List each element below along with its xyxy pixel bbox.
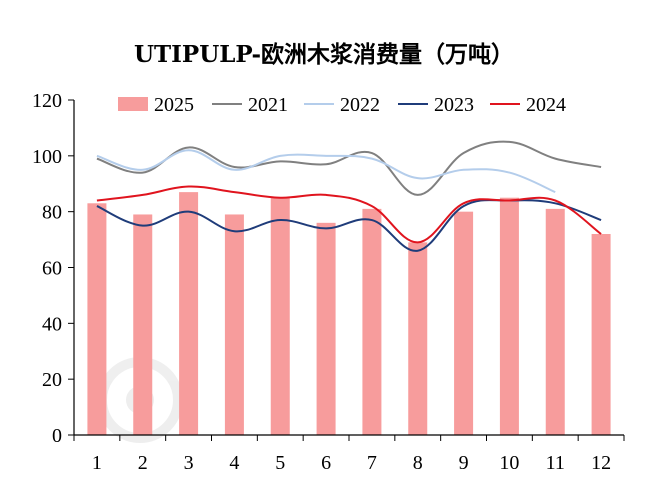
x-tick-label: 6	[321, 452, 331, 474]
x-tick-label: 9	[459, 452, 469, 474]
bar-2025-1	[87, 203, 107, 435]
bar-2025-4	[224, 214, 244, 435]
line-series-2024	[96, 185, 602, 244]
bar-2025-11	[545, 208, 565, 435]
bar-2025-8	[408, 242, 428, 435]
line-series-group	[96, 140, 602, 252]
bar-2025-2	[133, 214, 153, 435]
bar-2025-7	[362, 208, 382, 435]
x-tick-label: 1	[92, 452, 102, 474]
x-tick-label: 4	[229, 452, 239, 474]
legend-label-2024: 2024	[526, 94, 566, 116]
legend: 2025 2021 2022 2023 2024	[118, 94, 566, 116]
x-tick-label: 7	[367, 452, 377, 474]
chart-title: UTIPULP-欧洲木浆消费量（万吨）	[134, 41, 514, 68]
bar-2025-6	[316, 222, 336, 435]
y-tick-label: 80	[42, 202, 62, 224]
y-tick-label: 40	[42, 313, 62, 335]
bar-2025-12	[591, 234, 611, 435]
bar-2025-3	[179, 192, 199, 435]
legend-label-2023: 2023	[434, 94, 474, 116]
legend-label-2021: 2021	[248, 94, 288, 116]
bar-2025-5	[270, 197, 290, 435]
y-tick-label: 60	[42, 258, 62, 280]
x-tick-label: 8	[413, 452, 423, 474]
y-tick-label: 120	[32, 90, 62, 112]
y-tick-label: 100	[32, 146, 62, 168]
x-tick-label: 3	[184, 452, 194, 474]
x-tick-label: 12	[591, 452, 611, 474]
legend-label-2025: 2025	[154, 94, 194, 116]
y-tick-label: 0	[52, 425, 62, 447]
line-series-2022	[96, 149, 556, 194]
bar-series-2025	[87, 192, 611, 435]
line-series-2023	[96, 199, 602, 252]
bar-2025-10	[499, 197, 519, 435]
x-tick-label: 5	[275, 452, 285, 474]
legend-swatch-2025	[118, 97, 148, 111]
x-tick-label: 11	[546, 452, 565, 474]
x-tick-label: 10	[499, 452, 519, 474]
legend-label-2022: 2022	[340, 94, 380, 116]
y-tick-label: 20	[42, 369, 62, 391]
bar-2025-9	[454, 211, 474, 435]
x-tick-label: 2	[138, 452, 148, 474]
line-series-2021	[96, 140, 602, 196]
